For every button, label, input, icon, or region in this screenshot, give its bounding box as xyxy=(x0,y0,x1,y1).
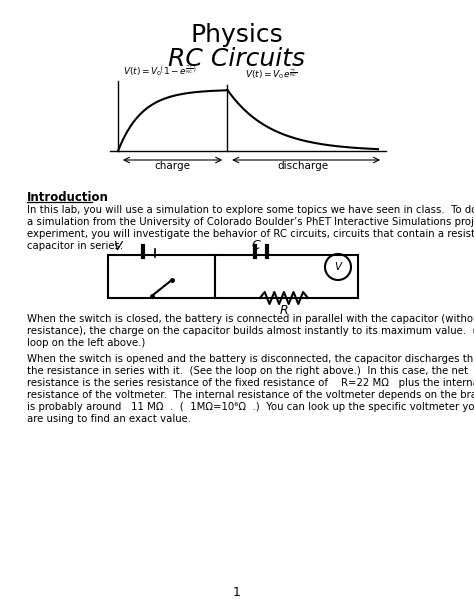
Text: Physics: Physics xyxy=(191,23,283,47)
Text: Introduction: Introduction xyxy=(27,191,109,204)
Text: When the switch is closed, the battery is connected in parallel with the capacit: When the switch is closed, the battery i… xyxy=(27,314,474,324)
Text: resistance is the series resistance of the fixed resistance of    R=22 MΩ   plus: resistance is the series resistance of t… xyxy=(27,378,474,388)
Text: V: V xyxy=(335,262,342,272)
Text: are using to find an exact value.: are using to find an exact value. xyxy=(27,414,191,424)
Bar xyxy=(108,255,358,298)
Text: $V(t)=V_0\!\left(1-e^{\frac{-t}{RC}}\right)$: $V(t)=V_0\!\left(1-e^{\frac{-t}{RC}}\rig… xyxy=(123,63,197,78)
Text: $V(t)=V_0 e^{\frac{-t}{RC}}$: $V(t)=V_0 e^{\frac{-t}{RC}}$ xyxy=(245,66,298,81)
Text: experiment, you will investigate the behavior of RC circuits, circuits that cont: experiment, you will investigate the beh… xyxy=(27,229,474,239)
Text: resistance), the charge on the capacitor builds almost instantly to its maximum : resistance), the charge on the capacitor… xyxy=(27,326,474,336)
Text: R: R xyxy=(280,304,288,317)
Text: capacitor in series.: capacitor in series. xyxy=(27,241,123,251)
Text: loop on the left above.): loop on the left above.) xyxy=(27,338,146,348)
Text: In this lab, you will use a simulation to explore some topics we have seen in cl: In this lab, you will use a simulation t… xyxy=(27,205,474,215)
Text: a simulation from the University of Colorado Boulder’s PhET Interactive Simulati: a simulation from the University of Colo… xyxy=(27,217,474,227)
Text: RC Circuits: RC Circuits xyxy=(168,47,306,71)
Text: charge: charge xyxy=(155,161,191,171)
Text: V: V xyxy=(113,240,121,253)
Text: the resistance in series with it.  (See the loop on the right above.)  In this c: the resistance in series with it. (See t… xyxy=(27,366,468,376)
Text: is probably around   11 MΩ  .  (  1MΩ=10⁶Ω  .)  You can look up the specific vol: is probably around 11 MΩ . ( 1MΩ=10⁶Ω .)… xyxy=(27,402,474,412)
Text: resistance of the voltmeter.  The internal resistance of the voltmeter depends o: resistance of the voltmeter. The interna… xyxy=(27,390,474,400)
Text: C: C xyxy=(251,239,260,252)
Text: 1: 1 xyxy=(233,586,241,599)
Text: When the switch is opened and the battery is disconnected, the capacitor dischar: When the switch is opened and the batter… xyxy=(27,354,474,364)
Text: discharge: discharge xyxy=(277,161,328,171)
